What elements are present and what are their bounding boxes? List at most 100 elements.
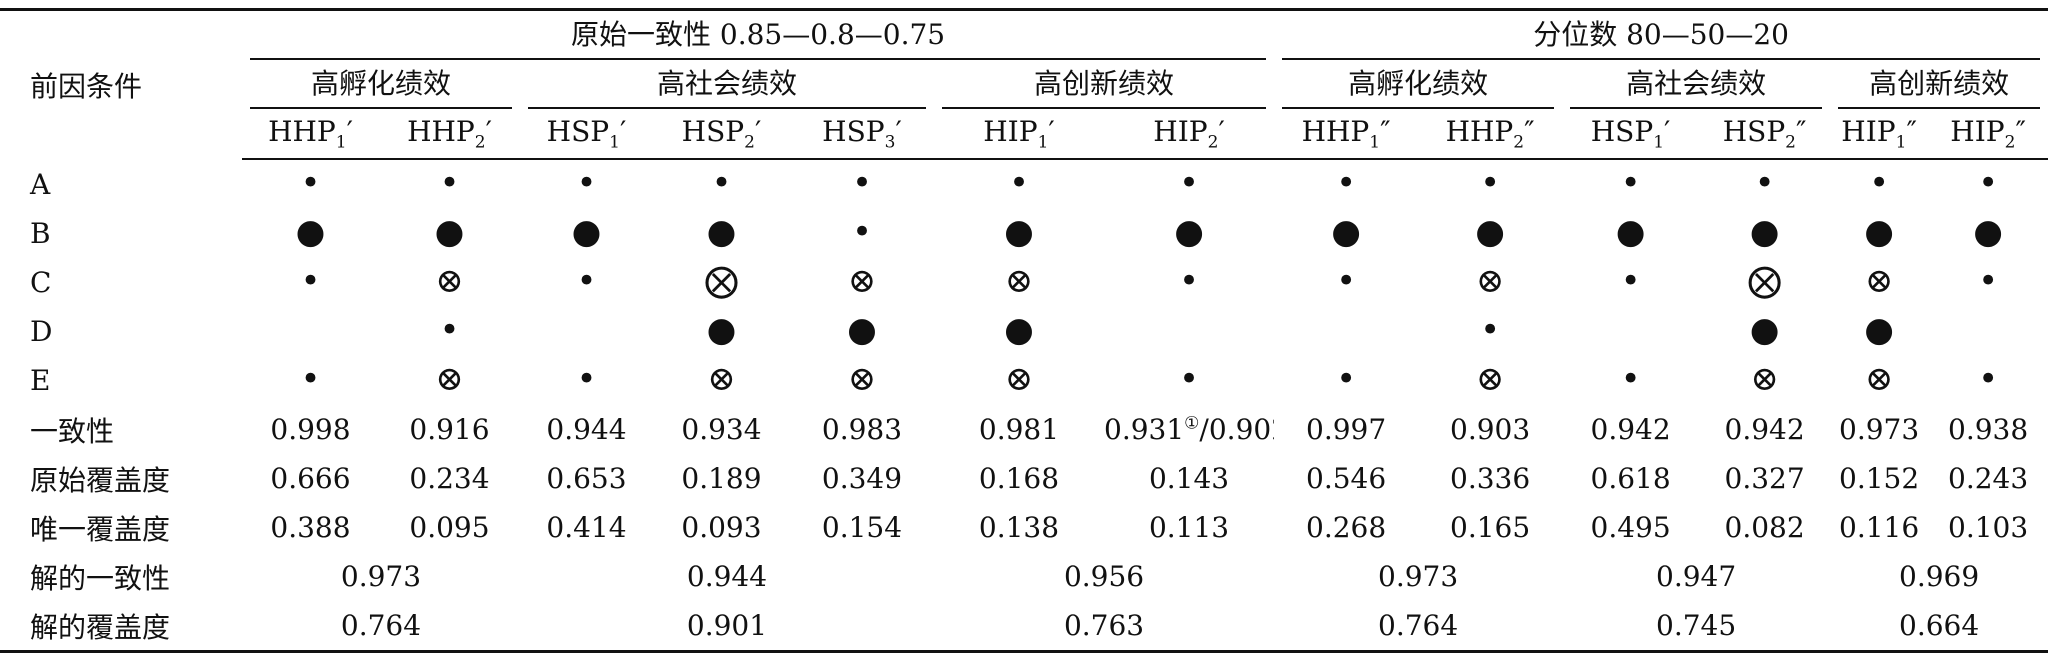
solution-row: 解的一致性 0.973 0.944 0.956 0.973 0.947 0.969	[0, 552, 2048, 601]
condition-symbol: ●	[706, 310, 737, 350]
col-sub: 1	[1037, 132, 1049, 153]
cell: ●	[653, 209, 790, 258]
cell: 0.349	[790, 454, 934, 503]
cell-value: 0.165	[1450, 511, 1531, 544]
cell-value: 0.942	[1724, 413, 1805, 446]
column-header: HSP3′	[790, 109, 934, 160]
solution-cell: 0.973	[1274, 552, 1562, 601]
col-base: HHP	[407, 114, 475, 148]
cell-value: 0.653	[546, 462, 627, 495]
row-label: A	[30, 167, 51, 201]
column-header: HHP2″	[1418, 109, 1563, 160]
page: 前因条件 原始一致性 0.85—0.8—0.75 分位数 80—50—20 高孵化绩效…	[0, 8, 2048, 672]
cell	[1928, 307, 2048, 356]
condition-symbol: ●	[1749, 212, 1780, 252]
solution-row: 解的覆盖度 0.764 0.901 0.763 0.764 0.745 0.664	[0, 601, 2048, 653]
cell: ⊗	[1699, 356, 1830, 405]
cell: •	[1104, 356, 1274, 405]
cell-value: 0.618	[1590, 462, 1671, 495]
condition-symbol: •	[851, 212, 873, 252]
cell: •	[379, 159, 520, 209]
solution-cell: 0.956	[934, 552, 1274, 601]
cell-value: 0.901	[686, 609, 768, 642]
cell-value: 0.327	[1724, 462, 1805, 495]
column-header: HHP1″	[1274, 109, 1419, 160]
cell-value: 0.168	[978, 462, 1060, 495]
cell-value: 0.154	[821, 511, 903, 544]
outcome-header: 高社会绩效	[520, 60, 934, 109]
header-row: HHP1′ HHP2′ HSP1′ HSP2′ HSP3′ HIP1′ HIP2′ HHP1″…	[0, 109, 2048, 160]
condition-symbol: •	[1179, 359, 1200, 399]
cell: 0.931①/0.902②	[1104, 405, 1274, 454]
col-sub: 2	[2004, 132, 2016, 153]
cell: •	[1274, 258, 1418, 307]
col-base: HSP	[1722, 114, 1786, 148]
cell: •	[520, 356, 653, 405]
cell: •	[242, 159, 379, 209]
note-mark: ①	[1184, 413, 1200, 434]
cell-value: 0.956	[1063, 560, 1145, 593]
cell: •	[520, 159, 653, 209]
data-row: A • • • • • • • • • • • • •	[0, 159, 2048, 209]
col-sub: 2	[1513, 132, 1525, 153]
condition-symbol: •	[576, 163, 597, 203]
cell: •	[1562, 159, 1699, 209]
solution-cell: 0.944	[520, 552, 934, 601]
outcome-title: 高创新绩效	[942, 61, 1267, 109]
cell: ⊗	[790, 258, 934, 307]
cell: 0.336	[1418, 454, 1562, 503]
solution-cell: 0.764	[1274, 601, 1563, 653]
condition-symbol: ●	[1004, 212, 1034, 252]
cell-value: 0.143	[1148, 462, 1230, 495]
col-base: HSP	[1590, 114, 1654, 148]
col-sub: 1	[1369, 132, 1381, 153]
col-prime: ″	[1524, 114, 1535, 148]
cell-value: 0.973	[340, 560, 422, 593]
condition-symbol: ●	[1615, 212, 1646, 252]
condition-symbol: ⊗	[1475, 359, 1505, 399]
cell-value: 0.981	[978, 413, 1060, 446]
solution-cell: 0.973	[242, 552, 520, 601]
cell: 0.234	[379, 454, 520, 503]
results-table: 前因条件 原始一致性 0.85—0.8—0.75 分位数 80—50—20 高孵化绩效…	[0, 8, 2048, 653]
condition-symbol: ⊗	[1004, 261, 1034, 301]
cell: ●	[520, 209, 653, 258]
cell: •	[1274, 159, 1418, 209]
col-prime: ′	[619, 114, 627, 148]
group-title: 原始一致性 0.85—0.8—0.75	[250, 12, 1267, 60]
row-label: 唯一覆盖度	[30, 512, 171, 546]
condition-symbol: ⊗	[847, 261, 877, 301]
condition-symbol: ⊗	[1864, 359, 1894, 399]
col-sub: 1	[1653, 132, 1665, 153]
col-sub: 2	[744, 132, 755, 153]
cell: ●	[1274, 209, 1418, 258]
cell-value: 0.942	[1590, 413, 1671, 446]
outcome-header: 高孵化绩效	[1274, 60, 1562, 109]
cell: 0.268	[1274, 503, 1418, 552]
cell: 0.997	[1274, 405, 1418, 454]
outcome-title: 高孵化绩效	[1282, 61, 1555, 109]
condition-symbol: ●	[1331, 212, 1361, 252]
cell-value: /0.902	[1199, 413, 1274, 446]
outcome-title: 高社会绩效	[528, 61, 926, 109]
cell: 0.093	[653, 503, 790, 552]
condition-symbol: •	[576, 261, 597, 301]
cell-value: 0.546	[1306, 462, 1387, 495]
cell: ⊗	[1418, 356, 1562, 405]
condition-symbol: ●	[295, 212, 326, 252]
cell: 0.143	[1104, 454, 1274, 503]
col-prime: ′	[1664, 114, 1671, 148]
cell-value: 0.745	[1656, 609, 1737, 642]
condition-symbol: ⊗	[435, 359, 464, 399]
condition-symbol: •	[1480, 310, 1501, 350]
condition-symbol: •	[711, 163, 732, 203]
condition-symbol: •	[1008, 163, 1030, 203]
cell-value: 0.764	[340, 609, 422, 642]
condition-symbol: ⊗	[1004, 359, 1034, 399]
cell: •	[653, 159, 790, 209]
column-header: HIP1″	[1830, 109, 1929, 160]
condition-symbol: ⨂	[1747, 261, 1782, 301]
col-base: HIP	[983, 114, 1038, 148]
cell: •	[1562, 258, 1699, 307]
cell: ⊗	[379, 356, 520, 405]
